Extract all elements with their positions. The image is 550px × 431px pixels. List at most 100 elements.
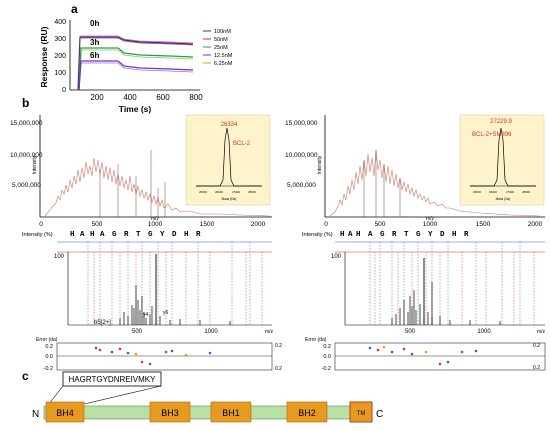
seq-residue: G — [380, 231, 385, 239]
seq-residue: D — [172, 231, 177, 239]
seq-residue: R — [464, 231, 469, 239]
domain-label: BH3 — [161, 408, 179, 418]
y-tick-label: 200 — [54, 53, 66, 60]
seq-residue: T — [136, 231, 141, 239]
inset-label: BCL-2+SM396 — [472, 132, 512, 138]
seq-residue: A — [80, 231, 85, 239]
x-tick-label: 400 — [123, 93, 137, 102]
inset-label: BCL-2 — [233, 141, 251, 147]
inset-peak-value: 27229.9 — [490, 119, 512, 125]
seq-residue: Y — [160, 231, 165, 239]
ms2-x-tick: 1000 — [204, 329, 218, 335]
inset-tick: 26000 — [215, 190, 223, 194]
x-tick-label: 1000 — [148, 221, 163, 228]
error-right-tick: 0.2 — [533, 343, 540, 349]
panel-label-b: b — [22, 96, 29, 110]
ms2-y-tick: 100 — [54, 254, 65, 260]
error-title: Error (da) — [36, 337, 58, 343]
legend-item: 100nM — [214, 29, 231, 35]
seq-residue: A — [368, 231, 373, 239]
panel-b-left-error: Error (da) 0.2 0.0 -0.2 0.2 0.2 — [36, 337, 282, 372]
panel-a-chart: 0 100 200 300 400 200 400 600 800 Time (… — [39, 19, 233, 114]
peptide-sequence: HAGRTGYDNREIVMKY — [69, 375, 157, 384]
error-y-tick: -0.2 — [44, 366, 53, 372]
inset-axis-label: Mass (Da) — [222, 197, 237, 201]
ion-label: b5[2+] — [94, 320, 111, 326]
legend-item: 25nM — [214, 45, 228, 51]
panel-b-left-ms2: Intensity (%) H A H A G R T G Y D H R 10… — [22, 231, 274, 335]
error-y-tick: 0.0 — [323, 354, 331, 360]
y-tick-label: 300 — [54, 36, 66, 43]
series-3h — [78, 47, 194, 91]
x-tick-label: 800 — [189, 93, 203, 102]
error-right-tick: 0.2 — [275, 366, 282, 372]
c-terminus: C — [376, 409, 383, 420]
legend-item: 6.25nM — [214, 61, 233, 67]
inset-tick: 27000 — [506, 190, 514, 194]
y-tick-label: 100 — [54, 70, 66, 77]
panel-b-right-error: Error (da) 0.2 0.0 -0.2 0.2 0.2 — [305, 337, 546, 372]
seq-residue: G — [148, 231, 153, 239]
x-axis-unit: m/z — [426, 216, 435, 222]
panel-label-c: c — [22, 369, 29, 383]
error-right-tick: 0.2 — [275, 343, 282, 349]
x-tick-label: 1000 — [423, 221, 438, 228]
curve-label-3h: 3h — [90, 38, 99, 47]
x-axis-label: Time (s) — [119, 104, 152, 114]
ms2-x-unit: m/z — [537, 329, 546, 335]
error-y-tick: 0.2 — [323, 344, 331, 350]
domain-tm: TM — [349, 401, 373, 423]
seq-residue: H — [340, 231, 345, 239]
domain-bh3: BH3 — [149, 401, 191, 423]
seq-residue: A — [100, 231, 105, 239]
error-y-tick: 0.0 — [45, 354, 53, 360]
ms1-spectrum — [329, 149, 541, 217]
domain-bh4: BH4 — [45, 401, 85, 423]
y-tick-label: 400 — [54, 19, 66, 26]
curve-label-0h: 0h — [90, 19, 99, 28]
legend-item: 12.5nM — [214, 53, 233, 59]
seq-residue: H — [356, 231, 361, 239]
panel-b-right-inset: 27229.9 BCL-2+SM396 25000 26000 27000 28… — [459, 114, 545, 206]
domain-label: BH1 — [222, 408, 240, 418]
seq-residue: H — [452, 231, 457, 239]
series-6h — [78, 60, 194, 91]
x-tick-label: 2000 — [251, 221, 266, 228]
y-tick-label: 10,000,000 — [10, 152, 43, 159]
domain-bh1: BH1 — [210, 401, 252, 423]
inset-tick: 26000 — [489, 190, 497, 194]
inset-tick: 28000 — [522, 190, 530, 194]
inset-axis-label: Mass (Da) — [496, 197, 511, 201]
inset-peak-value: 26334 — [221, 122, 238, 128]
ion-label: y6 — [163, 310, 169, 316]
seq-title: Intensity (%) — [22, 232, 53, 238]
y-tick-label: 15,000,000 — [285, 120, 318, 127]
panel-b-right-ms2: Intensity (%) H A H A G R T G Y D H R 10… — [302, 231, 546, 335]
peptide-box — [62, 371, 162, 387]
x-tick-label: 600 — [156, 93, 170, 102]
seq-residue: H — [184, 231, 189, 239]
error-y-tick: -0.2 — [322, 366, 331, 372]
series-0h — [77, 35, 194, 91]
y-axis-label: Response (RU) — [39, 26, 49, 87]
y-tick-label: 5,000,000 — [12, 182, 41, 189]
seq-residue: A — [348, 231, 353, 239]
panel-b-right-ms1: 15,000,000 10,000,000 5,000,000 0 500 10… — [285, 115, 545, 228]
domain-label: BH2 — [298, 408, 316, 418]
legend-item: 50nM — [214, 37, 228, 43]
x-tick-label: 1500 — [476, 221, 491, 228]
y-tick-label: 15,000,000 — [10, 120, 43, 127]
n-terminus: N — [32, 409, 39, 420]
seq-residue: Y — [428, 231, 433, 239]
ms1-spectrum — [44, 157, 271, 217]
seq-residue: G — [112, 231, 117, 239]
error-y-tick: 0.2 — [45, 344, 53, 350]
ms2-x-tick: 500 — [132, 329, 143, 335]
ms2-x-tick: 1000 — [477, 329, 491, 335]
curve-label-6h: 6h — [90, 51, 99, 60]
y-axis-label: Intensity — [32, 155, 38, 174]
domain-bh2: BH2 — [286, 401, 328, 423]
inset-tick: 25000 — [199, 190, 207, 194]
domain-label: BH4 — [56, 408, 74, 418]
